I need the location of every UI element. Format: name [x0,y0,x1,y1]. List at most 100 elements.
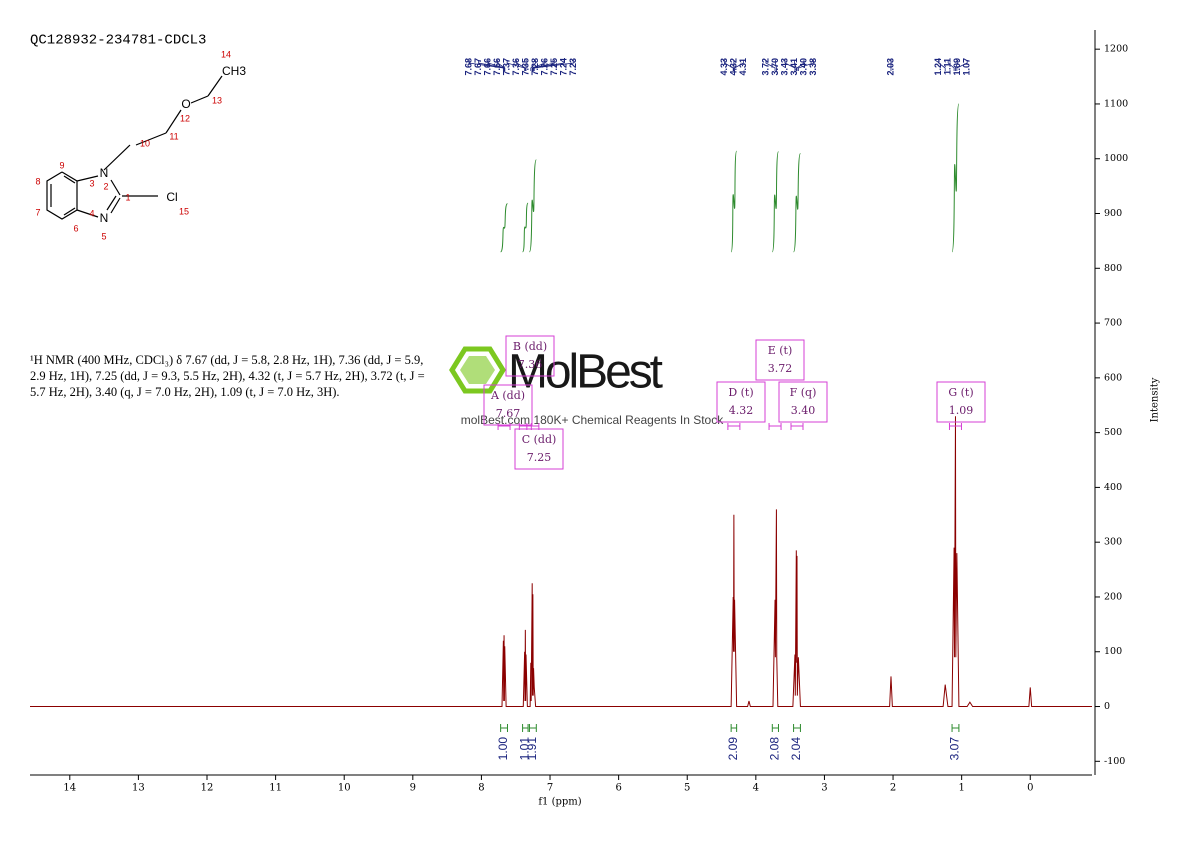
peak-label: 7.68 [464,58,474,76]
y-tick-label: 0 [1104,701,1110,712]
multiplet-name: D (t) [728,386,753,399]
multiplet-range [526,423,540,430]
structure-label: N [100,166,109,180]
peak-leader [468,60,504,71]
peak-label: 4.33 [719,58,729,76]
multiplet-range [768,423,782,430]
integral-label: 1.91 [525,737,539,761]
structure-label: 13 [212,95,222,105]
peak-label: 3.43 [779,58,789,76]
chart-title: QC128932-234781-CDCL3 [30,33,206,49]
structure-label: 1 [125,192,130,202]
peak-label: 1.24 [933,58,943,76]
structure-label: 6 [73,223,78,233]
peak-leader [506,60,526,71]
y-tick-label: 100 [1104,646,1122,657]
peak-label: 7.25 [549,58,559,76]
peak-leader [734,60,744,71]
x-tick-label: 11 [269,783,282,794]
peak-leader [533,60,575,71]
peak-leader [796,60,805,71]
x-tick-label: 12 [201,783,214,794]
structure-bonds [46,75,223,220]
peak-label: 7.37 [502,58,512,76]
peak-leader [938,60,946,71]
x-tick-label: 13 [132,783,145,794]
peak-leader [775,60,777,71]
x-tick-label: 14 [63,783,76,794]
peak-leader [765,60,776,71]
integral-curve [771,151,779,253]
structure-label: 9 [59,160,64,170]
x-tick-label: 7 [547,783,553,794]
peak-label: 1.07 [962,58,972,76]
y-axis-label: Intensity [1150,377,1161,422]
structure-label: 5 [101,231,106,241]
y-tick-label: 700 [1104,318,1122,329]
peak-leader [531,60,546,71]
structure-label: 4 [89,208,94,218]
peak-leader [516,60,526,71]
multiplet-range [727,423,741,430]
structure-label: 7 [35,207,40,217]
structure-label: 3 [89,178,94,188]
multiplet-shift: 4.32 [729,404,754,417]
multiplet-shift: 1.09 [949,404,974,417]
multiplet-box [936,381,986,423]
integral-label: 1.00 [496,737,510,761]
multiplet-shift: 3.72 [768,362,793,375]
peak-label: 7.66 [483,58,493,76]
peak-label: 7.23 [568,58,578,76]
integral-curve [528,159,537,253]
structure-label: CH3 [222,64,246,78]
peak-label: 7.67 [473,58,483,76]
integral-bracket [500,724,508,732]
x-tick-label: 1 [958,783,964,794]
x-tick-label: 8 [478,783,484,794]
x-tick-label: 5 [684,783,690,794]
y-tick-label: 800 [1104,263,1122,274]
integral-curve [951,103,960,253]
x-tick-label: 0 [1027,783,1033,794]
peak-label: 4.31 [738,58,748,76]
peak-leader [478,60,505,71]
multiplet-name: G (t) [948,386,973,399]
y-tick-label: 500 [1104,427,1122,438]
y-tick-label: 900 [1104,208,1122,219]
structure-label: 2 [103,181,108,191]
structure-label: N [100,211,109,225]
peak-leader [947,60,955,71]
x-tick-label: 10 [338,783,351,794]
integral-curve [730,150,738,253]
y-tick-label: 600 [1104,372,1122,383]
peak-leader [784,60,796,71]
nmr-description: ¹H NMR (400 MHz, CDCl₃) δ 7.67 (dd, J = … [30,353,425,399]
peak-leader [794,60,797,71]
peak-leader [797,60,814,71]
integral-curve [793,153,801,253]
integral-bracket [522,724,529,732]
multiplet-shift: 7.67 [496,407,521,420]
integral-bracket [528,724,537,732]
integral-bracket [771,724,779,732]
integral-label: 2.08 [768,737,782,761]
y-tick-label: 1200 [1104,44,1128,55]
peak-leader [533,60,565,71]
structure-label: 11 [169,131,178,141]
multiplet-name: A (dd) [490,389,525,402]
peak-label: 7.35 [521,58,531,76]
structure-label: 10 [140,138,150,148]
integral-label: 3.07 [948,737,962,761]
y-tick-label: 400 [1104,482,1122,493]
peak-label: 1.09 [952,58,962,76]
peak-label: 7.36 [511,58,521,76]
x-tick-label: 2 [890,783,896,794]
multiplet-range [948,423,962,430]
watermark-brand: MolBest [508,346,663,399]
x-tick-label: 3 [821,783,827,794]
structure-label: 8 [35,176,40,186]
spectrum-line [30,416,1092,708]
multiplet-name: E (t) [768,344,793,357]
